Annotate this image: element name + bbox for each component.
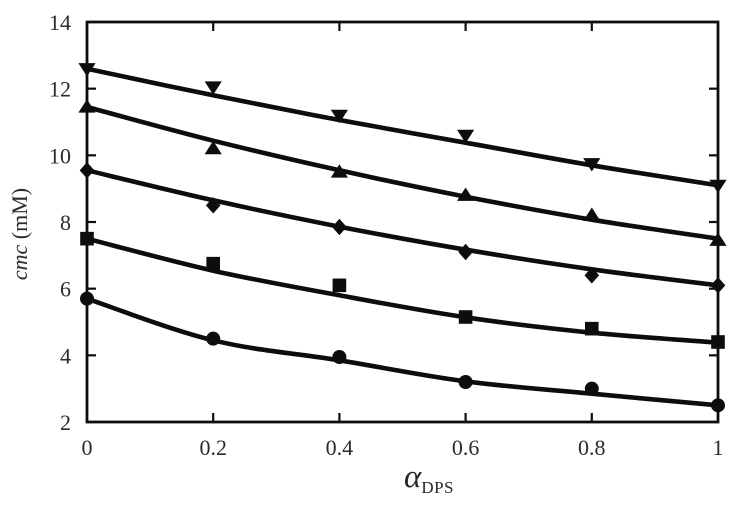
x-tick-label: 0	[82, 435, 93, 460]
data-point-square	[80, 231, 94, 246]
data-point-circle	[458, 375, 473, 389]
data-point-diamond	[584, 267, 600, 284]
y-tick-label: 4	[60, 343, 71, 368]
data-point-square	[458, 310, 473, 324]
data-point-triangle-up	[457, 187, 475, 201]
data-point-triangle-up	[78, 99, 96, 113]
data-point-square	[585, 321, 599, 336]
trend-curve-triangle-up	[84, 104, 721, 241]
x-tick-label: 0.2	[199, 435, 227, 460]
x-tick-label: 0.4	[326, 435, 354, 460]
data-point-triangle-down	[330, 109, 348, 124]
data-point-diamond	[710, 277, 726, 294]
y-tick-label: 12	[49, 77, 71, 102]
trend-curve-circle	[84, 296, 721, 408]
y-tick-label: 10	[49, 143, 71, 168]
data-point-square	[206, 256, 220, 271]
data-point-triangle-up	[204, 140, 222, 155]
data-point-triangle-down	[709, 179, 727, 194]
data-point-triangle-up	[583, 207, 601, 221]
x-axis-label-subscript: DPS	[421, 478, 455, 497]
x-axis-label-alpha: α	[403, 459, 422, 495]
data-point-circle	[206, 331, 221, 346]
x-tick-label: 1	[713, 435, 724, 460]
data-point-triangle-down	[583, 158, 601, 172]
plot-frame	[85, 20, 720, 424]
data-point-circle	[711, 398, 725, 413]
x-tick-label: 0.8	[578, 435, 606, 460]
data-point-diamond	[332, 218, 347, 236]
data-point-circle	[332, 350, 347, 364]
y-tick-label: 8	[60, 210, 71, 235]
data-point-triangle-down	[204, 81, 222, 95]
x-axis-label: αDPS	[403, 459, 455, 497]
data-point-triangle-down	[457, 129, 475, 144]
data-point-triangle-down	[78, 63, 96, 77]
y-axis-label-cmc: cmc	[7, 244, 32, 281]
data-point-triangle-up	[330, 164, 348, 178]
trend-curve-square	[84, 236, 721, 345]
data-point-circle	[584, 381, 599, 396]
data-point-diamond	[205, 197, 221, 214]
data-point-circle	[80, 291, 94, 306]
data-point-square	[332, 278, 347, 293]
data-point-triangle-up	[709, 232, 727, 246]
x-tick-label: 0.6	[452, 435, 480, 460]
y-tick-label: 6	[60, 277, 71, 302]
trend-curve-diamond	[84, 168, 721, 288]
data-point-square	[711, 335, 725, 349]
y-axis-label: cmc (mM)	[7, 187, 32, 281]
y-tick-label: 2	[60, 410, 71, 435]
y-tick-label: 14	[49, 10, 71, 35]
trend-curve-triangle-down	[84, 66, 721, 188]
y-axis-label-unit: (mM)	[7, 187, 32, 245]
data-point-diamond	[79, 162, 95, 179]
data-point-diamond	[458, 243, 473, 261]
